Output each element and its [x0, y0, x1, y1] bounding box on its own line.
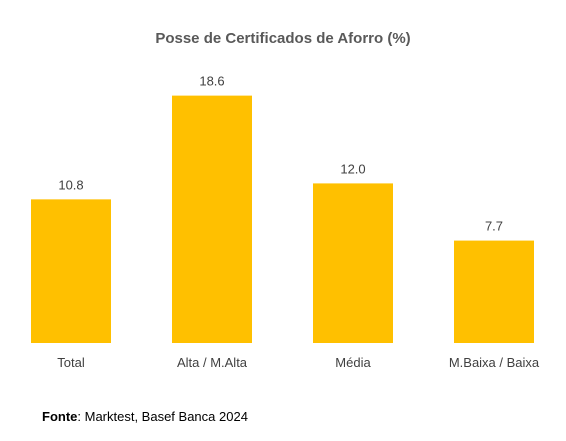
bar-0	[31, 199, 111, 343]
category-label-2: Média	[335, 355, 371, 370]
data-label-0: 10.8	[58, 177, 83, 192]
data-label-1: 18.6	[199, 74, 224, 89]
data-label-2: 12.0	[340, 161, 365, 176]
category-label-0: Total	[57, 355, 85, 370]
chart-title: Posse de Certificados de Aforro (%)	[155, 30, 411, 47]
source-label: Fonte	[42, 409, 78, 424]
bar-1	[172, 95, 252, 344]
bar-3	[454, 240, 534, 343]
category-label-1: Alta / M.Alta	[177, 355, 248, 370]
category-label-3: M.Baixa / Baixa	[449, 355, 540, 370]
source-note: Fonte: Marktest, Basef Banca 2024	[42, 409, 248, 424]
data-label-3: 7.7	[485, 219, 503, 234]
bar-2	[313, 183, 393, 343]
source-text: : Marktest, Basef Banca 2024	[77, 409, 248, 424]
